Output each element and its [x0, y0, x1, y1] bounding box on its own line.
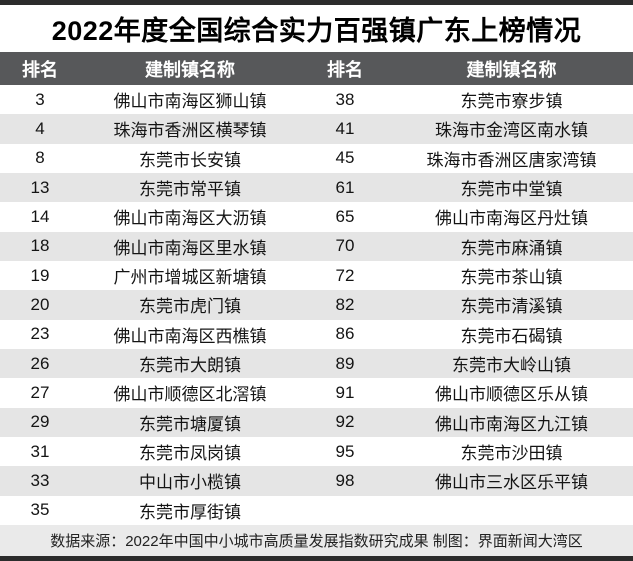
town-cell: 珠海市香洲区横琴镇 [113, 121, 267, 141]
table-row: 29 东莞市塘厦镇 92 佛山市南海区九江镇 [0, 407, 633, 437]
rank-cell: 86 [335, 324, 355, 344]
table-header-row: 排名 建制镇名称 排名 建制镇名称 [0, 52, 633, 85]
table-row: 33 中山市小榄镇 98 佛山市三水区乐平镇 [0, 466, 633, 496]
rank-cell: 4 [35, 118, 45, 138]
page-title: 2022年度全国综合实力百强镇广东上榜情况 [51, 16, 582, 46]
header-town-left: 建制镇名称 [145, 59, 235, 80]
table-row: 20 东莞市虎门镇 82 东莞市清溪镇 [0, 290, 633, 320]
header-rank-left: 排名 [22, 59, 58, 80]
table-row: 19 广州市增城区新塘镇 72 东莞市茶山镇 [0, 260, 633, 291]
rank-cell: 13 [30, 177, 50, 197]
town-cell: 东莞市石碣镇 [460, 326, 563, 346]
town-cell: 东莞市常平镇 [139, 180, 241, 200]
rank-cell: 82 [335, 294, 355, 314]
town-cell: 东莞市长安镇 [139, 150, 241, 170]
rank-cell: 41 [335, 118, 355, 138]
top-edge-bar [0, 0, 633, 5]
town-cell: 佛山市南海区丹灶镇 [435, 209, 588, 229]
town-cell: 佛山市南海区大沥镇 [113, 209, 267, 229]
town-cell: 佛山市顺德区乐从镇 [435, 385, 588, 405]
table-row: 27 佛山市顺德区北滘镇 91 佛山市顺德区乐从镇 [0, 378, 633, 408]
town-cell: 佛山市南海区狮山镇 [113, 92, 267, 112]
town-cell: 佛山市顺德区北滘镇 [113, 385, 267, 405]
town-cell: 东莞市麻涌镇 [460, 238, 563, 258]
town-cell: 佛山市南海区西樵镇 [113, 326, 267, 346]
rank-cell: 45 [335, 148, 355, 168]
rank-cell: 61 [335, 177, 355, 197]
rank-cell: 38 [335, 89, 355, 109]
header-town-right: 建制镇名称 [466, 59, 557, 80]
town-cell: 东莞市凤岗镇 [139, 444, 241, 464]
rank-cell: 31 [30, 441, 50, 461]
header-rank-right: 排名 [327, 59, 363, 80]
rank-cell: 65 [335, 206, 355, 226]
table-row: 35 东莞市厚街镇 [0, 495, 633, 525]
town-cell: 东莞市寮步镇 [460, 92, 563, 112]
town-cell: 东莞市厚街镇 [139, 502, 241, 522]
table-body: 3 佛山市南海区狮山镇 38 东莞市寮步镇 4 珠海市香洲区横琴镇 41 珠海市金湾区南水镇 8… [0, 85, 633, 525]
table-row: 31 东莞市凤岗镇 95 东莞市沙田镇 [0, 436, 633, 467]
rank-cell: 3 [35, 89, 45, 109]
rank-cell: 14 [30, 206, 50, 226]
town-cell: 东莞市虎门镇 [139, 297, 241, 317]
table-row: 18 佛山市南海区里水镇 70 东莞市麻涌镇 [0, 231, 633, 261]
town-cell: 东莞市大朗镇 [139, 356, 241, 376]
rank-cell: 19 [30, 265, 50, 285]
rank-cell: 72 [335, 265, 355, 285]
town-cell: 佛山市南海区九江镇 [435, 414, 588, 434]
town-cell: 东莞市清溪镇 [460, 297, 563, 317]
rank-cell: 95 [335, 441, 355, 461]
rank-cell: 89 [335, 353, 355, 373]
rank-cell: 18 [30, 236, 50, 256]
rank-cell: 8 [35, 148, 45, 168]
table-row: 3 佛山市南海区狮山镇 38 东莞市寮步镇 [0, 85, 633, 115]
rank-cell: 20 [30, 294, 50, 314]
source-credit: 数据来源：2022年中国中小城市高质量发展指数研究成果 制图：界面新闻大湾区 [0, 525, 633, 556]
rank-cell: 26 [30, 353, 50, 373]
town-cell: 东莞市沙田镇 [460, 444, 563, 464]
rank-cell: 29 [30, 412, 50, 432]
rank-cell: 92 [335, 412, 355, 432]
rank-cell: 33 [30, 470, 50, 490]
town-cell: 广州市增城区新塘镇 [113, 268, 267, 288]
rank-cell: 23 [30, 324, 50, 344]
rank-cell: 98 [335, 470, 355, 490]
town-cell: 东莞市大岭山镇 [452, 356, 571, 376]
table-row: 8 东莞市长安镇 45 珠海市香洲区唐家湾镇 [0, 143, 633, 173]
table-row: 13 东莞市常平镇 61 东莞市中堂镇 [0, 172, 633, 203]
town-cell: 东莞市中堂镇 [460, 180, 563, 200]
town-cell: 东莞市塘厦镇 [139, 414, 241, 434]
town-cell: 中山市小榄镇 [139, 473, 241, 493]
table-row: 23 佛山市南海区西樵镇 86 东莞市石碣镇 [0, 319, 633, 349]
table-row: 26 东莞市大朗镇 89 东莞市大岭山镇 [0, 348, 633, 379]
town-cell: 珠海市金湾区南水镇 [435, 121, 588, 141]
town-cell: 佛山市三水区乐平镇 [435, 473, 588, 493]
town-cell: 珠海市香洲区唐家湾镇 [426, 150, 597, 170]
rank-cell: 27 [30, 382, 50, 402]
table-row: 14 佛山市南海区大沥镇 65 佛山市南海区丹灶镇 [0, 202, 633, 232]
rank-cell: 91 [335, 382, 355, 402]
table-row: 4 珠海市香洲区横琴镇 41 珠海市金湾区南水镇 [0, 114, 633, 144]
bottom-edge-bar [0, 556, 633, 561]
rank-cell: 70 [335, 236, 355, 256]
town-cell: 佛山市南海区里水镇 [113, 238, 267, 258]
town-cell: 东莞市茶山镇 [460, 268, 563, 288]
rank-cell: 35 [30, 500, 50, 520]
